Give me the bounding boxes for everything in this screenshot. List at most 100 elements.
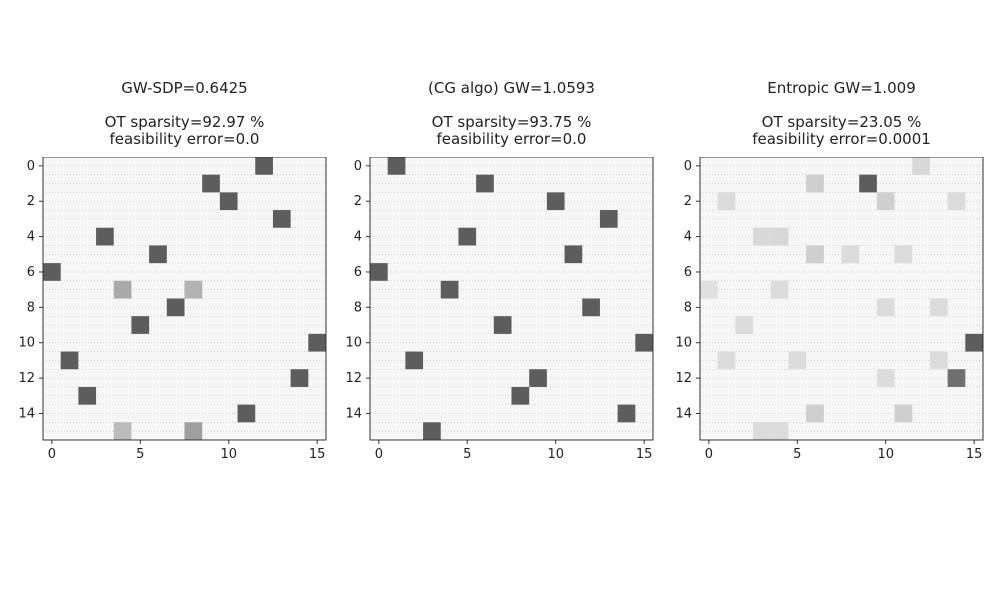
heatmap-cell: [599, 210, 618, 228]
x-tick-label: 15: [966, 447, 983, 462]
y-tick-label: 2: [354, 194, 362, 209]
heatmap-cell: [458, 227, 477, 246]
y-tick-label: 8: [684, 300, 692, 315]
heatmap-cell: [237, 404, 256, 423]
chart-title-line: [13, 97, 356, 114]
heatmap-cell: [529, 369, 547, 387]
plot-frame: [42, 157, 327, 441]
y-tick-label: 10: [345, 336, 362, 351]
chart-title-line: OT sparsity=92.97 %: [104, 113, 265, 131]
heatmap-cell: [405, 351, 424, 370]
heatmap-cell: [290, 369, 309, 387]
x-tick-label: 10: [547, 447, 564, 462]
y-tick-label: 14: [18, 406, 35, 421]
heatmap-cell: [947, 192, 966, 211]
y-tick-label: 4: [684, 230, 692, 245]
heatmap-cell: [149, 245, 167, 264]
x-tick-label: 10: [877, 447, 894, 462]
heatmap-cell: [965, 333, 983, 352]
heatmap-cell: [770, 227, 789, 246]
y-tick-label: 6: [684, 265, 692, 280]
x-tick-label: 15: [636, 447, 653, 462]
heatmap-cell: [255, 157, 273, 175]
y-tick-label: 8: [354, 300, 362, 315]
heatmap-cell: [202, 174, 220, 193]
heatmap-cell: [929, 298, 948, 317]
x-tick-label: 15: [309, 447, 326, 462]
y-tick-label: 12: [18, 371, 35, 386]
x-tick-label: 0: [375, 447, 383, 462]
chart-title-line: GW-SDP=0.6425: [121, 79, 248, 97]
chart-title-line: feasibility error=0.0: [109, 130, 260, 148]
heatmap-cell: [546, 192, 565, 211]
heatmap-cell: [806, 245, 824, 264]
y-tick-label: 6: [354, 265, 362, 280]
y-tick-label: 4: [27, 230, 35, 245]
heatmap-cell: [806, 404, 824, 423]
y-tick-label: 10: [18, 336, 35, 351]
heatmap-cell: [582, 298, 600, 317]
y-tick-label: 14: [675, 406, 692, 421]
heatmap-cell: [387, 157, 406, 175]
y-tick-label: 8: [27, 300, 35, 315]
heatmap-cell: [511, 386, 530, 405]
heatmap-cell: [43, 263, 61, 281]
heatmap-cell: [841, 245, 860, 264]
heatmap-cell: [735, 316, 754, 334]
heatmap-cell: [131, 316, 150, 334]
x-tick-label: 10: [220, 447, 237, 462]
heatmap-panel-0: 0 5 10 15 0 2 4 6 8 10 12 14: [18, 157, 327, 462]
x-tick-label: 5: [463, 447, 471, 462]
heatmap-cell: [219, 192, 238, 211]
y-tick-label: 6: [27, 265, 35, 280]
heatmap-cell: [929, 351, 948, 370]
heatmap-cell: [753, 227, 771, 246]
chart-title-line: feasibility error=0.0001: [752, 130, 931, 148]
chart-title-line: [670, 97, 1000, 114]
plot-frame: [369, 157, 654, 441]
heatmap-cell: [564, 245, 583, 264]
plot-frame: [699, 157, 984, 441]
y-tick-label: 12: [675, 371, 692, 386]
chart-title-1: (CG algo) GW=1.0593 OT sparsity=93.75 % f…: [340, 80, 683, 148]
x-tick-label: 0: [705, 447, 713, 462]
heatmap-cell: [440, 280, 459, 299]
heatmap-cell: [635, 333, 653, 352]
y-tick-label: 2: [27, 194, 35, 209]
x-tick-label: 5: [136, 447, 144, 462]
heatmap-cell: [166, 298, 185, 317]
heatmap-cell: [876, 369, 895, 387]
heatmap-cell: [788, 351, 807, 370]
heatmap-cell: [184, 280, 203, 299]
chart-title-0: GW-SDP=0.6425 OT sparsity=92.97 % feasibi…: [13, 80, 356, 148]
heatmap-cell: [753, 422, 771, 440]
heatmap-cell: [272, 210, 291, 228]
chart-title-line: OT sparsity=93.75 %: [431, 113, 592, 131]
heatmap-cell: [113, 280, 132, 299]
y-tick-label: 10: [675, 336, 692, 351]
heatmap-panel-1: 0 5 10 15 0 2 4 6 8 10 12 14: [345, 157, 654, 462]
heatmap-cell: [476, 174, 494, 193]
heatmap-cell: [308, 333, 326, 352]
heatmap-cell: [717, 192, 736, 211]
heatmap-cell: [60, 351, 79, 370]
chart-title-line: Entropic GW=1.009: [767, 79, 916, 97]
heatmap-cell: [770, 280, 789, 299]
heatmap-cell: [423, 422, 441, 440]
heatmap-cell: [370, 263, 388, 281]
heatmap-cell: [894, 404, 913, 423]
heatmap-cell: [859, 174, 877, 193]
heatmap-cell: [876, 298, 895, 317]
chart-title-2: Entropic GW=1.009 OT sparsity=23.05 % fea…: [670, 80, 1000, 148]
heatmap-cell: [947, 369, 966, 387]
heatmap-cell: [770, 422, 789, 440]
heatmap-panel-2: 0 5 10 15 0 2 4 6 8 10 12 14: [675, 157, 984, 462]
y-tick-label: 4: [354, 230, 362, 245]
heatmap-cell: [113, 422, 132, 440]
heatmap-cell: [717, 351, 736, 370]
heatmap-cell: [806, 174, 824, 193]
x-tick-label: 5: [793, 447, 801, 462]
y-tick-label: 0: [354, 159, 362, 174]
chart-title-line: [340, 97, 683, 114]
heatmap-cell: [617, 404, 636, 423]
